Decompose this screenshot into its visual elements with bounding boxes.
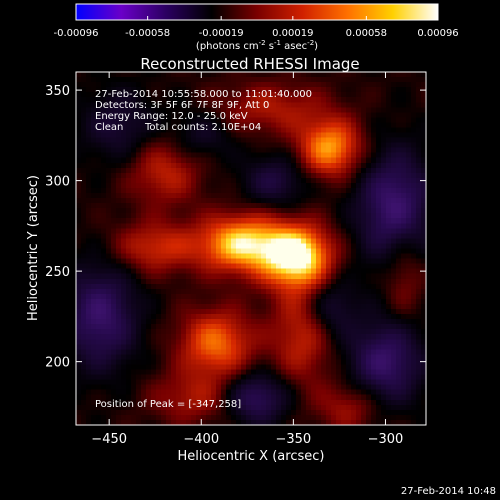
x-tick-label: −300 xyxy=(368,432,404,447)
annotation-block: 27-Feb-2014 10:55:58.000 to 11:01:40.000… xyxy=(95,89,312,410)
colorbar-strip xyxy=(75,3,439,21)
colorbar: -0.00096 -0.00058 -0.00019 0.00019 0.00058 0.… xyxy=(54,3,459,52)
footer-timestamp: 27-Feb-2014 10:48 xyxy=(401,486,496,497)
annotation-time-range: 27-Feb-2014 10:55:58.000 to 11:01:40.000 xyxy=(95,89,312,100)
colorbar-ticks: -0.00096 -0.00058 -0.00019 0.00019 0.00058 0.… xyxy=(54,16,459,39)
y-tick-label: 350 xyxy=(45,84,70,99)
x-tick-label: −450 xyxy=(91,432,127,447)
chart-title: Reconstructed RHESSI Image xyxy=(140,55,359,73)
x-tick-label: −350 xyxy=(276,432,312,447)
annotation-clean: Clean xyxy=(95,122,123,133)
x-tick-label: −400 xyxy=(183,432,219,447)
x-axis-label: Heliocentric X (arcsec) xyxy=(178,449,325,464)
axis-ticks: −450 −400 −350 −300 200 250 300 350 xyxy=(45,72,426,447)
colorbar-tick-label: 0.00096 xyxy=(417,28,458,39)
colorbar-tick-label: -0.00096 xyxy=(54,28,99,39)
heatmap-image xyxy=(76,72,426,425)
image-area: −450 −400 −350 −300 200 250 300 350 xyxy=(45,71,427,447)
colorbar-units: (photons cm-2 s-1 asec-2) xyxy=(196,39,318,52)
y-tick-label: 300 xyxy=(45,175,70,190)
annotation-total-counts: Total counts: 2.10E+04 xyxy=(144,122,261,133)
annotation-detectors: Detectors: 3F 5F 6F 7F 8F 9F, Att 0 xyxy=(95,100,269,111)
colorbar-tick-label: 0.00019 xyxy=(272,28,313,39)
colorbar-tick-label: 0.00058 xyxy=(346,28,387,39)
y-tick-label: 200 xyxy=(45,356,70,371)
colorbar-tick-label: -0.00058 xyxy=(125,28,170,39)
y-axis-label: Heliocentric Y (arcsec) xyxy=(26,175,41,321)
annotation-peak-position: Position of Peak = [-347,258] xyxy=(95,399,241,410)
plot-frame xyxy=(75,71,427,426)
colorbar-tick-label: -0.00019 xyxy=(199,28,244,39)
y-tick-label: 250 xyxy=(45,265,70,280)
annotation-energy-range: Energy Range: 12.0 - 25.0 keV xyxy=(95,111,248,122)
